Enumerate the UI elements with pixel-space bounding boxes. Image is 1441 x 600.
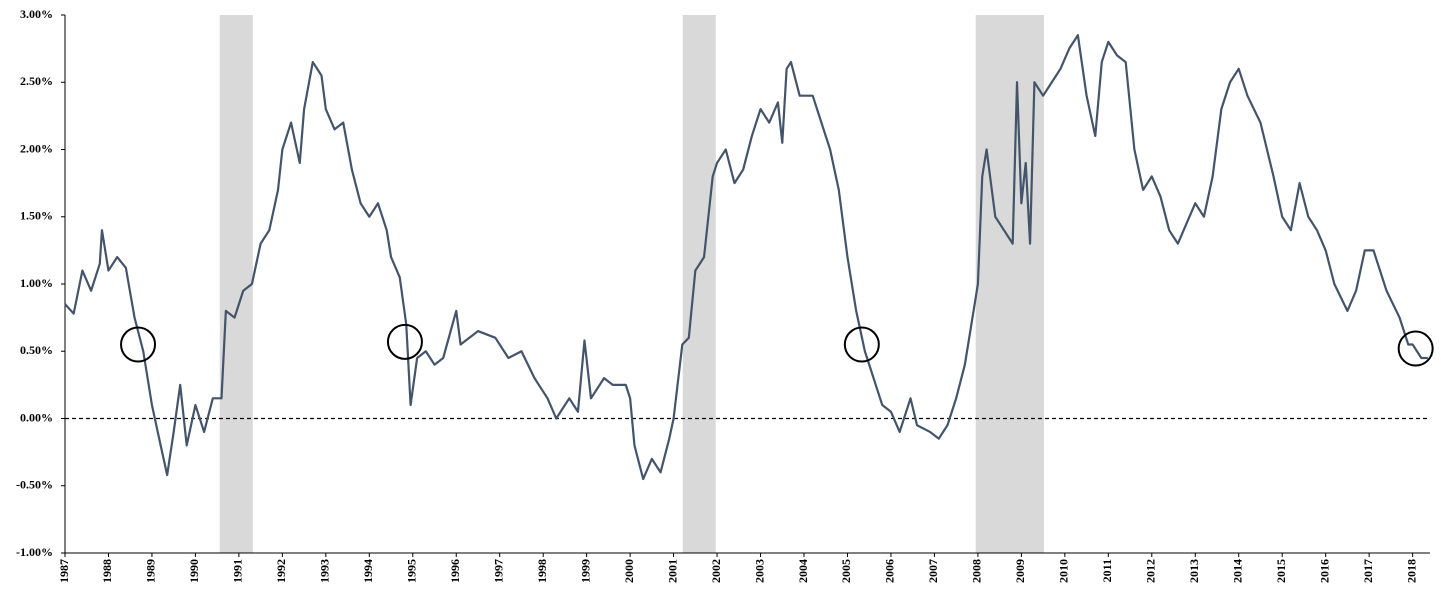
x-tick-label: 2016: [1317, 559, 1331, 583]
y-tick-label: -1.00%: [16, 545, 53, 559]
x-tick-label: 2017: [1361, 559, 1375, 583]
x-tick-label: 1996: [448, 559, 462, 583]
recession-band: [682, 15, 716, 553]
x-tick-label: 1993: [318, 559, 332, 583]
x-tick-label: 2009: [1013, 559, 1027, 583]
y-tick-label: -0.50%: [16, 478, 53, 492]
x-tick-label: 2002: [709, 559, 723, 583]
x-tick-label: 2004: [796, 559, 810, 583]
y-tick-label: 0.00%: [20, 410, 53, 424]
x-tick-label: 1991: [231, 559, 245, 583]
x-tick-label: 2012: [1144, 559, 1158, 583]
x-tick-label: 1997: [491, 559, 505, 583]
x-tick-label: 2003: [752, 559, 766, 583]
recession-band: [975, 15, 1044, 553]
recession-band: [219, 15, 253, 553]
y-tick-label: 3.00%: [20, 7, 53, 21]
x-tick-label: 1999: [578, 559, 592, 583]
x-tick-label: 1990: [187, 559, 201, 583]
highlight-circle: [843, 326, 880, 363]
highlight-circle: [120, 326, 157, 363]
x-tick-label: 1987: [57, 559, 71, 583]
x-tick-label: 2001: [665, 559, 679, 583]
y-tick-label: 1.50%: [20, 209, 53, 223]
x-tick-label: 1994: [361, 559, 375, 583]
y-tick-label: 2.50%: [20, 74, 53, 88]
y-tick-label: 2.00%: [20, 141, 53, 155]
x-tick-label: 1995: [405, 559, 419, 583]
highlight-circle: [386, 323, 423, 360]
y-tick-label: 0.50%: [20, 343, 53, 357]
x-tick-label: 1992: [274, 559, 288, 583]
x-tick-label: 2000: [622, 559, 636, 583]
x-tick-label: 2011: [1100, 559, 1114, 582]
x-tick-label: 2010: [1057, 559, 1071, 583]
x-tick-label: 2005: [839, 559, 853, 583]
x-tick-label: 1989: [144, 559, 158, 583]
y-tick-label: 1.00%: [20, 276, 53, 290]
x-tick-label: 2018: [1404, 559, 1418, 583]
x-tick-label: 1988: [100, 559, 114, 583]
x-tick-label: 2008: [970, 559, 984, 583]
x-tick-label: 2013: [1187, 559, 1201, 583]
x-tick-label: 1998: [535, 559, 549, 583]
x-tick-label: 2015: [1274, 559, 1288, 583]
x-tick-label: 2007: [926, 559, 940, 583]
x-tick-label: 2006: [883, 559, 897, 583]
series-line: [64, 34, 1428, 481]
x-tick-label: 2014: [1230, 559, 1244, 583]
highlight-circle: [1397, 330, 1434, 367]
